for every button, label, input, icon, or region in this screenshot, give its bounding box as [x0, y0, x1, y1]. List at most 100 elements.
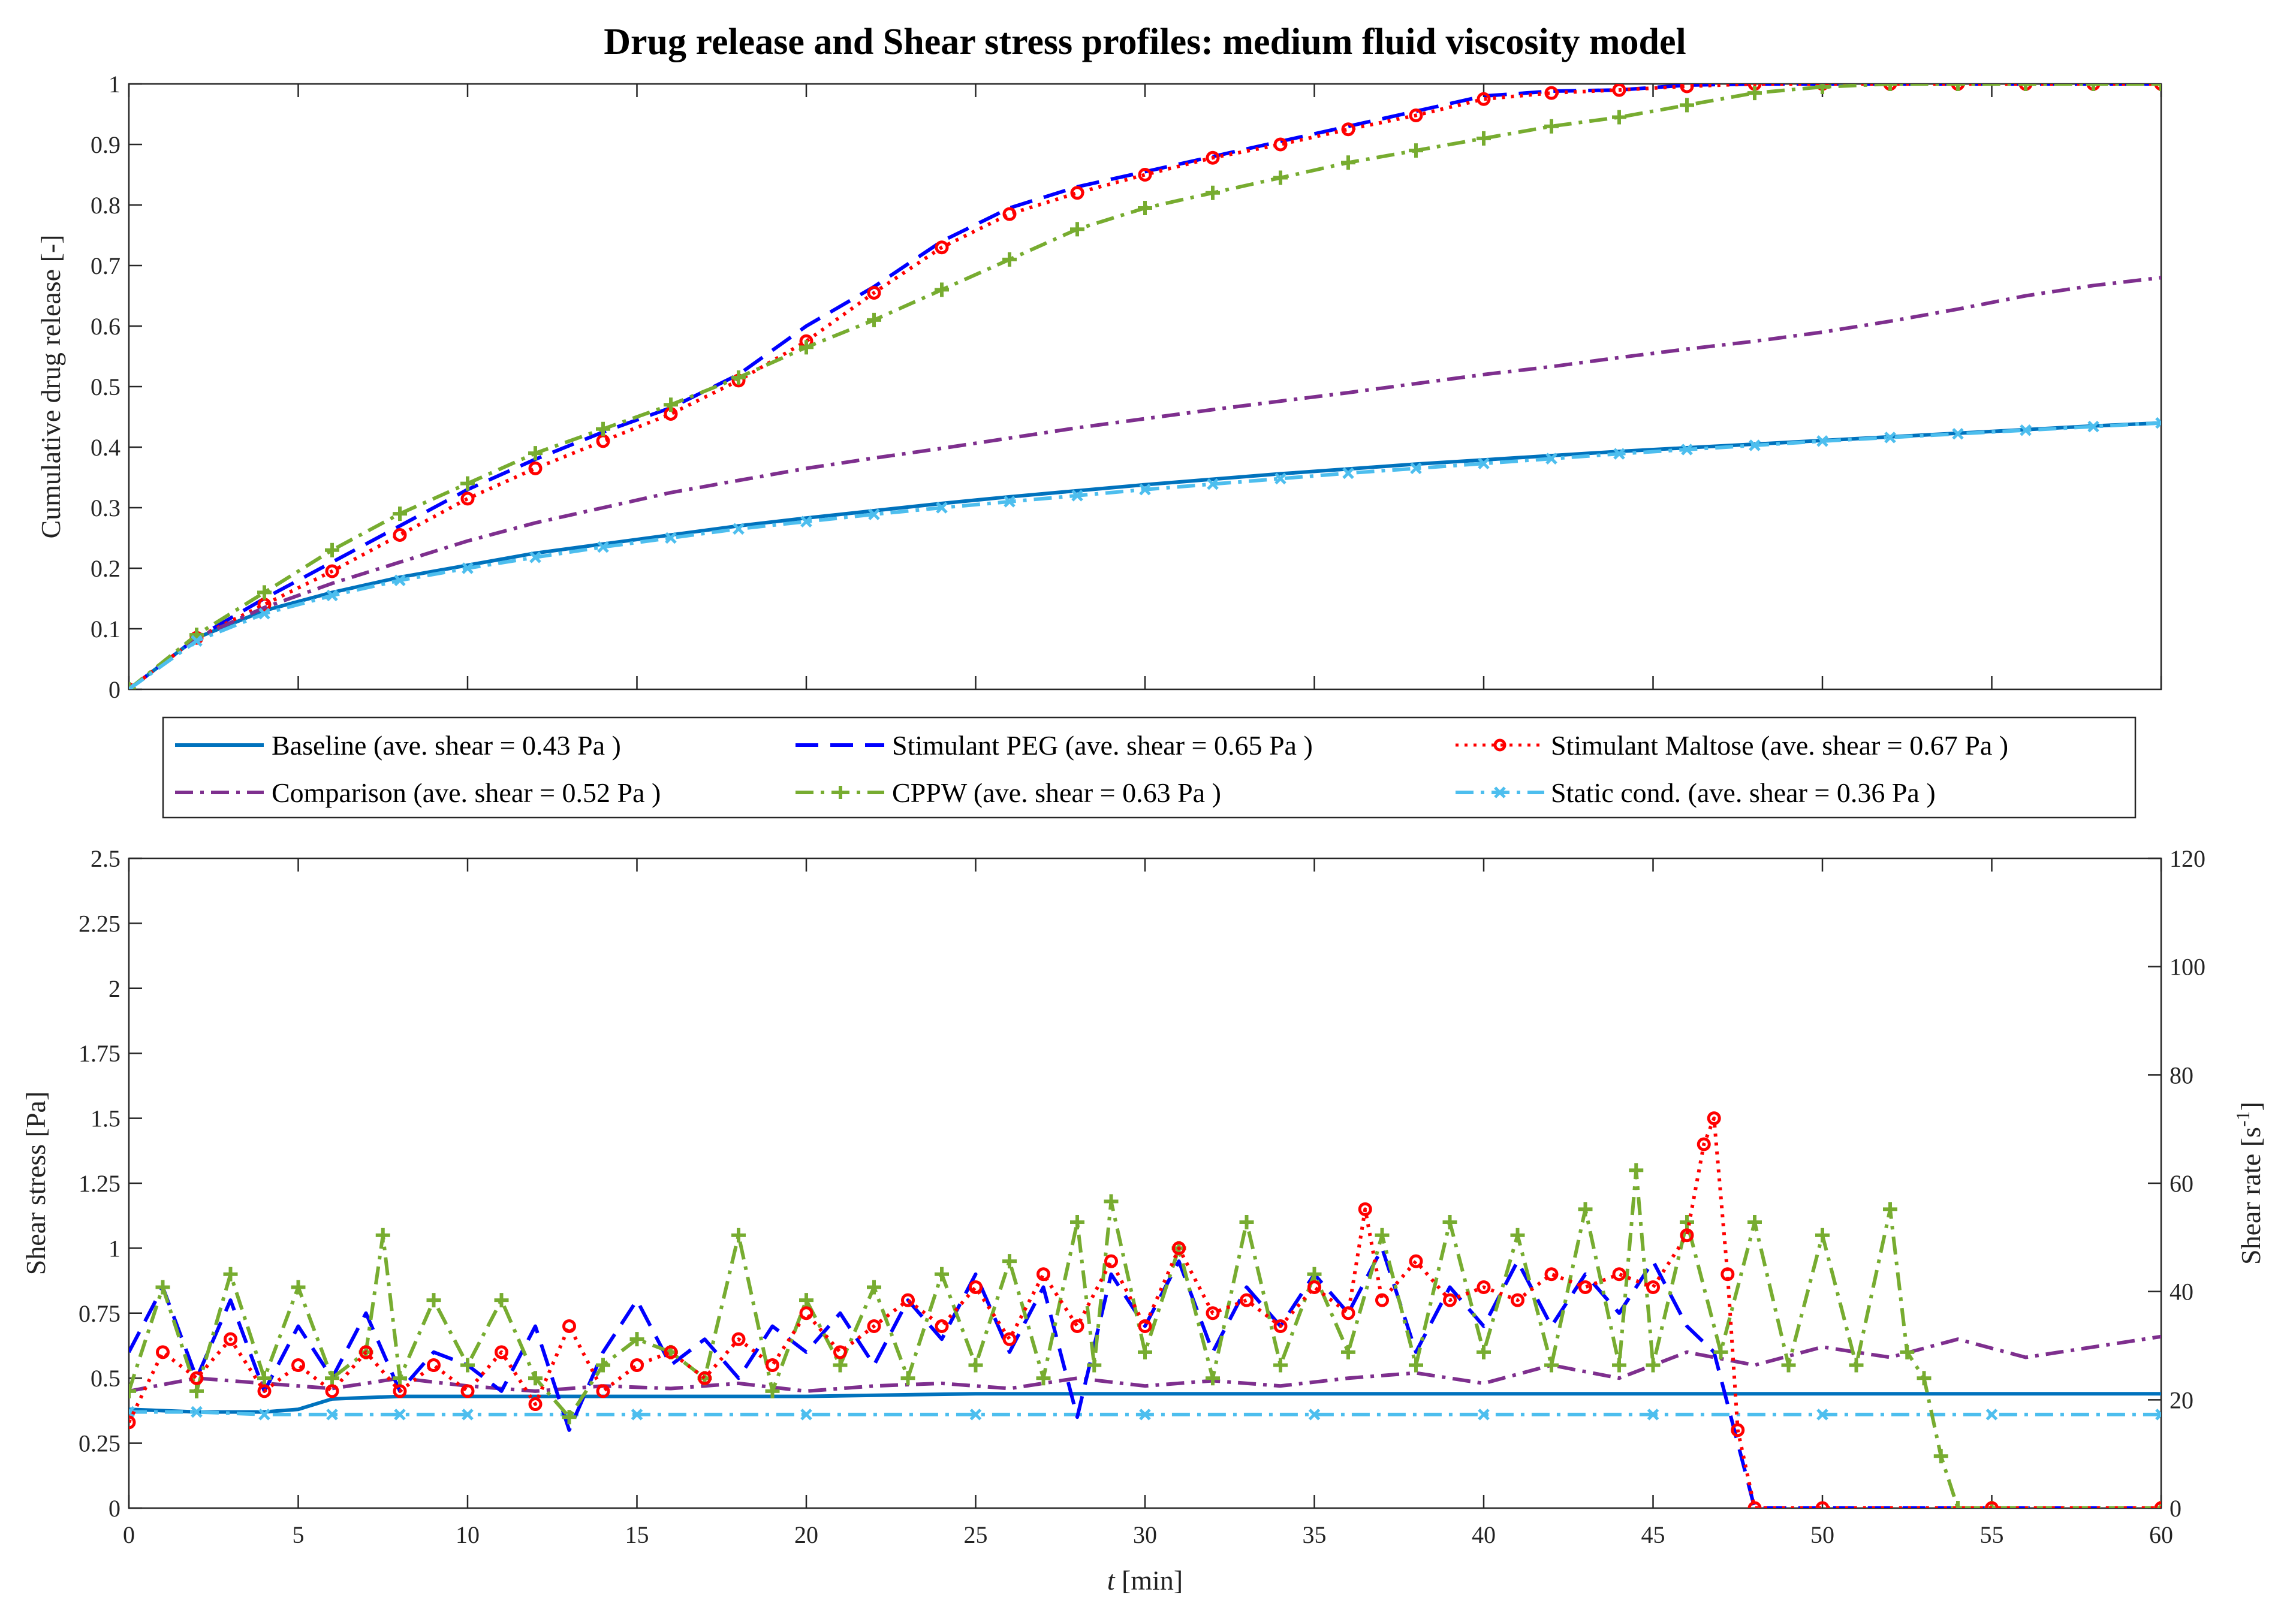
- top-series-cppw: [129, 84, 2161, 689]
- bottom-series-baseline: [129, 1392, 2161, 1414]
- top-point-static-cond: [665, 532, 677, 544]
- top-point-cppw: [460, 476, 475, 491]
- bottom-x-tick-label: 15: [625, 1521, 649, 1548]
- bottom-point-cppw: [1747, 1215, 1762, 1230]
- bottom-point-stimulant-maltose: [1138, 1319, 1152, 1333]
- top-point-static-cond: [1342, 467, 1354, 480]
- bottom-x-tick-label: 35: [1303, 1521, 1327, 1548]
- top-point-cppw: [2086, 84, 2101, 91]
- bottom-point-cppw: [1629, 1163, 1644, 1178]
- bottom-y2-axis-label: Shear rate [s-1]: [2232, 1102, 2266, 1265]
- bottom-point-stimulant-maltose: [1358, 1202, 1372, 1216]
- y2-label-end: ]: [2235, 1102, 2266, 1111]
- bottom-x-tick-label: 45: [1641, 1521, 1665, 1548]
- top-point-cppw: [1002, 252, 1017, 267]
- bottom-point-static-cond: [1478, 1409, 1490, 1421]
- top-line-baseline: [129, 421, 2161, 689]
- bottom-y2-tick-label: 120: [2170, 845, 2205, 872]
- top-point-cppw: [1273, 170, 1288, 185]
- bottom-point-stimulant-maltose: [1341, 1306, 1355, 1320]
- bottom-point-stimulant-maltose: [1104, 1254, 1118, 1268]
- legend-marker-cppw: [834, 786, 847, 799]
- top-y-ticks: 0 0.1 0.2 0.3 0.4 0.5 0.6 0.7 0.8 0.9 1: [91, 71, 142, 703]
- legend-item-baseline: Baseline (ave. shear = 0.43 Pa ): [175, 730, 621, 761]
- top-point-stimulant-maltose: [935, 240, 949, 255]
- bottom-y2-tick-label: 0: [2170, 1495, 2181, 1522]
- top-point-static-cond: [733, 523, 745, 535]
- bottom-point-stimulant-maltose: [867, 1319, 881, 1333]
- bottom-point-cppw: [155, 1280, 170, 1295]
- top-point-static-cond: [1884, 432, 1896, 444]
- bottom-line-static-cond: [129, 1410, 2161, 1416]
- top-point-cppw: [799, 340, 813, 355]
- top-point-static-cond: [2087, 420, 2099, 433]
- top-point-cppw: [1612, 110, 1626, 125]
- bottom-point-stimulant-maltose: [427, 1358, 441, 1373]
- top-point-stimulant-maltose: [1138, 168, 1152, 182]
- bottom-point-stimulant-maltose: [596, 1384, 610, 1398]
- bottom-point-stimulant-maltose: [291, 1358, 305, 1373]
- bottom-point-stimulant-maltose: [799, 1306, 813, 1320]
- top-point-cppw: [731, 370, 746, 385]
- legend-label-comparison: Comparison (ave. shear = 0.52 Pa ): [272, 777, 661, 808]
- top-point-cppw: [2154, 84, 2161, 91]
- top-y-tick-label: 1: [109, 71, 120, 98]
- top-point-stimulant-maltose: [1409, 108, 1423, 123]
- bottom-point-stimulant-maltose: [1477, 1280, 1491, 1294]
- top-y-tick-label: 0.1: [91, 616, 120, 643]
- top-plot-frame: [128, 83, 2162, 691]
- bottom-point-cppw: [1680, 1215, 1694, 1230]
- top-y-tick-label: 0.7: [91, 252, 120, 279]
- bottom-point-stimulant-maltose: [1612, 1267, 1626, 1282]
- top-series-group: [129, 84, 2161, 689]
- bottom-point-cppw: [325, 1371, 339, 1386]
- bottom-plot: 0 0.25 0.5 0.75 1 1.25 1.5 1.75 2 2.25 2.5 0 20 40 60…: [20, 845, 2266, 1596]
- legend-box: [162, 716, 2137, 819]
- top-point-cppw: [1206, 185, 1220, 200]
- top-series-stimulant-peg: [129, 84, 2161, 689]
- bottom-y2-tick-label: 60: [2170, 1170, 2193, 1197]
- legend-label-stimulant-peg: Stimulant PEG (ave. shear = 0.65 Pa ): [892, 730, 1313, 761]
- bottom-point-static-cond: [326, 1409, 338, 1421]
- top-y-axis-label: Cumulative drug release [-]: [35, 234, 66, 538]
- bottom-point-cppw: [1104, 1194, 1119, 1209]
- bottom-x-tick-label: 30: [1133, 1521, 1157, 1548]
- bottom-point-stimulant-maltose: [630, 1358, 644, 1373]
- legend-label-stimulant-maltose: Stimulant Maltose (ave. shear = 0.67 Pa …: [1551, 730, 2008, 761]
- bottom-point-cppw: [867, 1280, 881, 1295]
- legend-item-comparison: Comparison (ave. shear = 0.52 Pa ): [175, 777, 661, 808]
- bottom-point-stimulant-maltose: [1511, 1293, 1524, 1307]
- bottom-point-stimulant-maltose: [969, 1280, 983, 1294]
- bottom-point-stimulant-maltose: [766, 1358, 779, 1373]
- bottom-point-cppw: [1951, 1501, 1965, 1508]
- legend-label-cppw: CPPW (ave. shear = 0.63 Pa ): [892, 777, 1221, 808]
- top-point-stimulant-maltose: [1680, 84, 1694, 94]
- legend-label-baseline: Baseline (ave. shear = 0.43 Pa ): [272, 730, 621, 761]
- bottom-point-stimulant-maltose: [1409, 1254, 1423, 1268]
- bottom-point-stimulant-maltose: [257, 1384, 272, 1398]
- bottom-y-tick-label: 0: [109, 1495, 120, 1522]
- top-point-static-cond: [1749, 439, 1761, 451]
- bottom-point-cppw: [1307, 1267, 1322, 1282]
- top-point-static-cond: [326, 589, 338, 602]
- bottom-point-stimulant-maltose: [325, 1384, 339, 1398]
- x-label-rest: [min]: [1115, 1565, 1183, 1596]
- bottom-x-tick-label: 0: [123, 1521, 135, 1548]
- top-point-static-cond: [1613, 448, 1625, 460]
- bottom-point-cppw: [1409, 1358, 1423, 1373]
- bottom-point-static-cond: [1816, 1409, 1828, 1421]
- top-y-tick-label: 0.4: [91, 434, 120, 461]
- top-point-static-cond: [1478, 457, 1490, 470]
- top-point-static-cond: [1681, 444, 1693, 456]
- top-point-stimulant-maltose: [1612, 84, 1626, 97]
- bottom-y-tick-label: 2: [109, 975, 120, 1002]
- bottom-point-stimulant-maltose: [664, 1345, 678, 1359]
- top-point-static-cond: [462, 562, 474, 574]
- bottom-x-tick-label: 55: [1980, 1521, 2004, 1548]
- top-point-static-cond: [597, 541, 609, 553]
- bottom-point-cppw: [1087, 1358, 1102, 1373]
- bottom-point-cppw: [1273, 1358, 1288, 1373]
- bottom-line-cppw: [129, 1168, 2161, 1508]
- bottom-point-cppw: [968, 1358, 983, 1373]
